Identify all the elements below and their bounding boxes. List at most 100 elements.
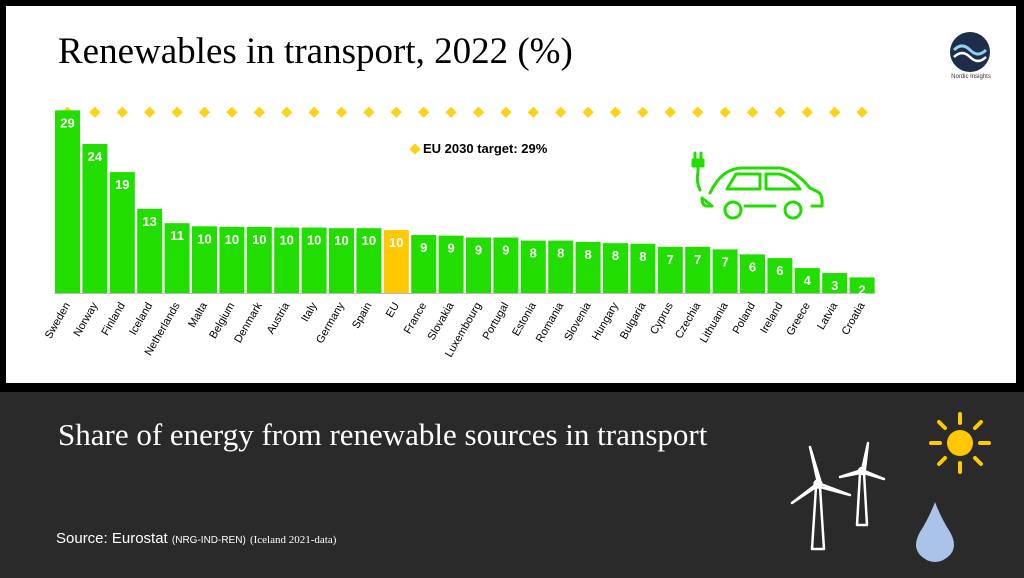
x-tick-label: Norway: [71, 300, 100, 339]
bar-italy: [301, 227, 327, 293]
wind-turbine-icon: [790, 441, 886, 551]
target-marker: [609, 106, 622, 118]
x-tick-label: Belgium: [207, 301, 237, 341]
target-marker: [746, 106, 759, 118]
target-marker: [226, 106, 238, 118]
x-tick-label: Croatia: [840, 300, 869, 337]
data-label: 10: [225, 232, 239, 247]
target-marker: [418, 106, 430, 118]
x-tick-label: Ireland: [758, 301, 785, 336]
data-label: 13: [142, 214, 156, 229]
target-marker: [171, 106, 183, 118]
bar-lithuania: [712, 249, 738, 293]
bar-eu: [383, 230, 409, 293]
target-marker: [500, 106, 512, 118]
data-label: 4: [804, 273, 812, 288]
target-marker: [801, 106, 813, 118]
nordic-insights-logo-icon: [950, 32, 990, 72]
bar-ireland: [767, 258, 793, 293]
target-marker: [555, 106, 567, 118]
x-tick-label: Finland: [99, 301, 127, 338]
bar-estonia: [520, 240, 546, 293]
data-label: 10: [197, 231, 211, 246]
data-label: 10: [334, 233, 348, 248]
data-label: 9: [447, 241, 454, 256]
bar-belgium: [219, 226, 245, 293]
target-marker: [89, 106, 101, 118]
x-tick-label: Sweden: [43, 301, 73, 341]
data-label: 2: [858, 282, 865, 297]
target-marker: [363, 106, 375, 118]
data-label: 7: [667, 252, 674, 267]
x-tick-label: Austria: [265, 300, 293, 336]
data-label: 10: [389, 235, 403, 250]
x-tick-label: France: [402, 301, 430, 337]
data-label: 9: [475, 243, 482, 258]
bar-france: [411, 235, 437, 293]
bar-cyprus: [657, 246, 683, 293]
bar-spain: [356, 228, 382, 293]
car-charging-icon: [691, 151, 824, 220]
bar-hungary: [603, 243, 628, 293]
data-label: 7: [694, 252, 701, 267]
bar-portugal: [493, 237, 519, 293]
x-tick-label: Portugal: [481, 301, 512, 342]
bar-latvia: [822, 273, 848, 293]
target-marker: [144, 106, 156, 118]
x-tick-label: EU: [384, 300, 402, 319]
x-tick-label: Greece: [784, 301, 812, 338]
source-code: (NRG-IND-REN): [171, 535, 246, 546]
water-drop-icon: [916, 502, 954, 562]
data-label: 8: [557, 246, 564, 261]
data-label: 6: [749, 259, 756, 274]
target-marker: [281, 106, 293, 118]
target-legend-label: EU 2030 target: 29%: [423, 141, 548, 156]
target-marker: [719, 106, 731, 118]
x-tick-label: Spain: [350, 301, 374, 331]
data-label: 8: [584, 247, 591, 262]
bar-poland: [740, 254, 765, 293]
data-label: 10: [279, 233, 293, 248]
chart-frame: [0, 0, 1024, 392]
target-marker: [527, 106, 539, 118]
target-marker: [829, 106, 841, 118]
bar-chart: 29Sweden24Norway19Finland13Iceland11Neth…: [43, 106, 875, 359]
target-marker: [116, 106, 128, 118]
bar-croatia: [849, 277, 875, 293]
data-label: 9: [420, 240, 427, 255]
source-label: Source: Eurostat: [56, 530, 168, 547]
data-label: 24: [88, 149, 103, 164]
target-legend-marker: [409, 143, 421, 155]
sun-icon: [929, 412, 991, 474]
source-year-note: (Iceland 2021-data): [249, 534, 337, 546]
bar-iceland: [137, 208, 163, 293]
x-tick-label: Estonia: [510, 300, 539, 339]
target-markers: [61, 106, 868, 118]
bar-greece: [794, 268, 820, 293]
x-tick-label: Italy: [299, 300, 320, 324]
bar-germany: [329, 228, 354, 293]
target-marker: [335, 106, 348, 118]
x-tick-label: Malta: [186, 300, 210, 330]
target-marker: [445, 106, 457, 118]
x-tick-label: Hungary: [590, 300, 621, 342]
data-label: 11: [170, 228, 184, 243]
target-marker: [582, 106, 594, 118]
target-marker: [856, 106, 868, 118]
target-marker: [472, 106, 485, 118]
target-marker: [390, 106, 402, 118]
bar-bulgaria: [630, 243, 656, 293]
x-tick-label: Cyprus: [648, 300, 676, 337]
bar-denmark: [246, 226, 272, 293]
data-label: 8: [530, 246, 537, 261]
target-marker: [664, 106, 676, 118]
data-label: 29: [60, 115, 74, 130]
data-label: 10: [307, 233, 321, 248]
logo-text: Nordic Insights: [951, 74, 991, 80]
target-marker: [253, 106, 265, 118]
bar-netherlands: [164, 223, 190, 293]
target-marker: [692, 106, 704, 118]
data-label: 8: [639, 249, 646, 264]
x-tick-label: Iceland: [127, 301, 155, 338]
bar-czechia: [685, 246, 711, 293]
